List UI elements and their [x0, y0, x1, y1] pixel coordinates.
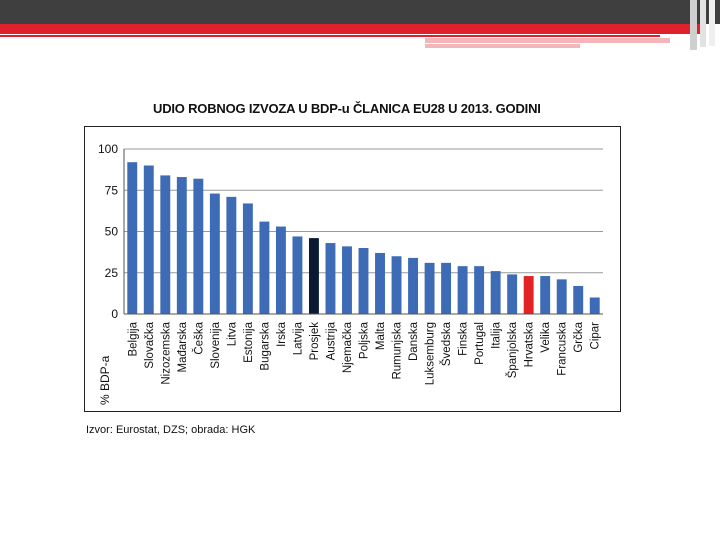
x-tick-label: Poljska	[359, 321, 371, 359]
x-tick-label: Njemačka	[342, 321, 354, 373]
bar-portugal	[474, 266, 485, 314]
bar-slovačka	[143, 165, 154, 314]
bar-belgija	[127, 162, 138, 314]
y-tick-label: 50	[105, 225, 119, 239]
x-tick-label: Latvija	[292, 321, 304, 355]
x-tick-label: Slovenija	[210, 321, 222, 368]
x-tick-label: Grčka	[573, 321, 585, 352]
x-tick-label: Španjolska	[506, 321, 519, 378]
bar-grčka	[573, 285, 584, 314]
bar-litva	[226, 196, 237, 314]
bar-austrija	[325, 243, 336, 314]
bar-poljska	[358, 248, 369, 314]
bar-italija	[490, 271, 501, 314]
y-tick-label: 100	[98, 142, 118, 156]
y-axis-label: % BDP-a	[98, 355, 112, 405]
bar-hrvatska	[523, 276, 534, 314]
x-tick-label: Irska	[276, 321, 288, 347]
x-tick-label: Prosjek	[309, 322, 321, 361]
x-tick-label: Malta	[375, 321, 387, 350]
x-tick-label: Slovačka	[144, 321, 156, 368]
x-tick-label: Portugal	[474, 322, 486, 365]
bar-estonija	[242, 203, 253, 314]
bar-danska	[408, 257, 419, 314]
bar-nizozemska	[160, 175, 171, 314]
bar-mađarska	[176, 177, 187, 314]
x-tick-label: Cipar	[590, 322, 602, 350]
y-tick-label: 75	[105, 183, 119, 197]
bar-malta	[375, 252, 385, 314]
source-note: Izvor: Eurostat, DZS; obrada: HGK	[86, 424, 256, 436]
header-edge-strip-3	[709, 0, 715, 46]
x-tick-label: Luksemburg	[425, 322, 437, 385]
header-red-line	[0, 35, 660, 37]
header-dark-band	[0, 0, 720, 24]
x-tick-label: Finska	[458, 321, 470, 355]
bar-češka	[193, 178, 204, 314]
bar-finska	[457, 266, 468, 314]
bar-irska	[275, 226, 286, 314]
header-pink-line-1	[425, 38, 670, 43]
x-tick-label: Bugarska	[259, 321, 271, 370]
bar-velika	[540, 276, 551, 314]
header-edge-strip-1	[690, 0, 697, 50]
bar-njemačka	[342, 246, 352, 314]
x-tick-label: Rumunjska	[392, 321, 404, 379]
y-tick-label: 25	[105, 266, 119, 280]
x-tick-label: Hrvatska	[524, 321, 536, 367]
x-tick-label: Italija	[491, 321, 503, 348]
header-edge-strip-2	[700, 0, 706, 47]
bar-chart: 0 25 50 75 100 Belgija Slovačka Nizozemska Mađar…	[98, 142, 603, 405]
header-pink-line-2	[425, 44, 580, 48]
bar-bugarska	[259, 221, 270, 314]
bar-prosjek	[308, 238, 319, 314]
x-tick-label: Austrija	[325, 321, 337, 360]
x-tick-label: Litva	[226, 321, 238, 346]
bar-cipar	[589, 297, 600, 314]
x-tick-label: Estonija	[243, 321, 255, 363]
x-tick-label: Velika	[540, 321, 552, 352]
x-tick-label: Mađarska	[177, 321, 189, 372]
y-tick-label: 0	[111, 307, 118, 321]
bar-luksemburg	[424, 262, 435, 314]
bar-latvija	[292, 236, 303, 314]
x-tick-label: Nizozemska	[160, 321, 172, 384]
bar-španjolska	[507, 274, 518, 314]
chart-frame: 0 25 50 75 100 Belgija Slovačka Nizozemska Mađar…	[84, 126, 621, 412]
chart-title: UDIO ROBNOG IZVOZA U BDP-u ČLANICA EU28 …	[153, 101, 541, 116]
x-tick-label: Francuska	[557, 321, 569, 375]
x-tick-label: Švedska	[440, 321, 453, 366]
bar-francuska	[556, 279, 567, 314]
x-tick-label: Belgija	[127, 321, 139, 356]
bar-rumunjska	[391, 256, 402, 314]
bar-slovenija	[209, 193, 220, 314]
header-red-band	[0, 24, 700, 34]
x-tick-label: Češka	[192, 321, 205, 354]
x-tick-label: Danska	[408, 321, 420, 361]
bar-švedska	[441, 262, 452, 314]
